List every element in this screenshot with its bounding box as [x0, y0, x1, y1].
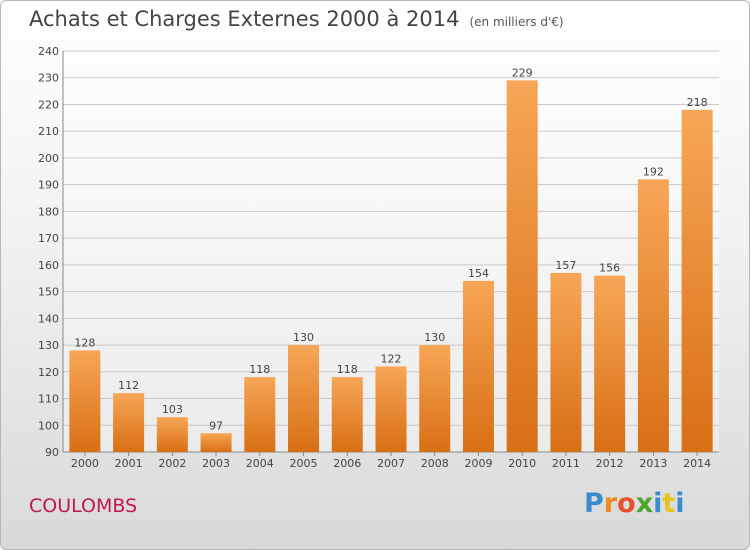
x-tick-label: 2000	[71, 457, 99, 470]
bar	[244, 377, 276, 452]
y-tick-label: 240	[38, 45, 59, 58]
bar	[462, 280, 494, 452]
bar-value-label: 130	[424, 331, 445, 344]
chart-title-line: Achats et Charges Externes 2000 à 2014 (e…	[29, 7, 564, 31]
x-tick-label: 2011	[552, 457, 580, 470]
y-tick-label: 110	[38, 393, 59, 406]
bar	[637, 179, 669, 452]
brand-letter: i	[675, 488, 685, 519]
y-tick-label: 100	[38, 419, 59, 432]
bar-value-label: 122	[381, 352, 402, 365]
x-tick-label: 2002	[158, 457, 186, 470]
bar-value-label: 156	[599, 262, 620, 275]
y-tick-label: 170	[38, 232, 59, 245]
bar	[681, 109, 713, 453]
x-tick-label: 2012	[596, 457, 624, 470]
bar-value-label: 157	[555, 259, 576, 272]
x-tick-label: 2005	[290, 457, 318, 470]
brand-letter: r	[603, 488, 618, 519]
bar	[594, 275, 626, 452]
brand-letter: o	[617, 488, 636, 519]
brand-letter: x	[635, 488, 654, 519]
bar-value-label: 118	[249, 363, 270, 376]
bar	[156, 417, 188, 452]
bar-value-label: 218	[687, 96, 708, 109]
y-tick-label: 150	[38, 286, 59, 299]
y-tick-label: 130	[38, 339, 59, 352]
x-tick-label: 2014	[683, 457, 711, 470]
y-tick-label: 200	[38, 152, 59, 165]
y-tick-label: 160	[38, 259, 59, 272]
bar-value-label: 229	[512, 66, 533, 79]
bar	[113, 393, 145, 452]
x-tick-label: 2003	[202, 457, 230, 470]
bar	[550, 272, 582, 452]
bar-value-label: 118	[337, 363, 358, 376]
y-tick-label: 220	[38, 98, 59, 111]
bar	[331, 377, 363, 452]
y-tick-label: 180	[38, 205, 59, 218]
bar	[375, 366, 407, 452]
x-tick-label: 2010	[508, 457, 536, 470]
x-tick-label: 2013	[639, 457, 667, 470]
bar-value-label: 154	[468, 267, 489, 280]
x-tick-label: 2009	[464, 457, 492, 470]
brand-letter: t	[662, 488, 676, 519]
bar-value-label: 97	[209, 419, 223, 432]
chart-title: Achats et Charges Externes 2000 à 2014	[29, 7, 460, 31]
bar	[419, 345, 451, 452]
bar	[506, 80, 538, 452]
brand-logo: Proxiti	[584, 488, 685, 519]
brand-letter: i	[653, 488, 663, 519]
x-tick-label: 2007	[377, 457, 405, 470]
y-tick-label: 190	[38, 179, 59, 192]
bar-value-label: 103	[162, 403, 183, 416]
x-tick-label: 2006	[333, 457, 361, 470]
chart-subtitle: (en milliers d'€)	[469, 15, 564, 29]
bar-value-label: 192	[643, 165, 664, 178]
y-tick-label: 140	[38, 312, 59, 325]
bar	[288, 345, 320, 452]
y-tick-label: 230	[38, 72, 59, 85]
bar-value-label: 112	[118, 379, 139, 392]
y-tick-label: 120	[38, 366, 59, 379]
brand-letter: P	[584, 488, 604, 519]
bar	[200, 433, 232, 452]
city-name: COULOMBS	[29, 495, 138, 517]
y-tick-label: 210	[38, 125, 59, 138]
bar-value-label: 130	[293, 331, 314, 344]
x-tick-label: 2008	[421, 457, 449, 470]
bar-value-label: 128	[74, 336, 95, 349]
x-tick-label: 2004	[246, 457, 274, 470]
bar	[69, 350, 101, 452]
y-tick-label: 90	[45, 446, 59, 459]
x-tick-label: 2001	[115, 457, 143, 470]
